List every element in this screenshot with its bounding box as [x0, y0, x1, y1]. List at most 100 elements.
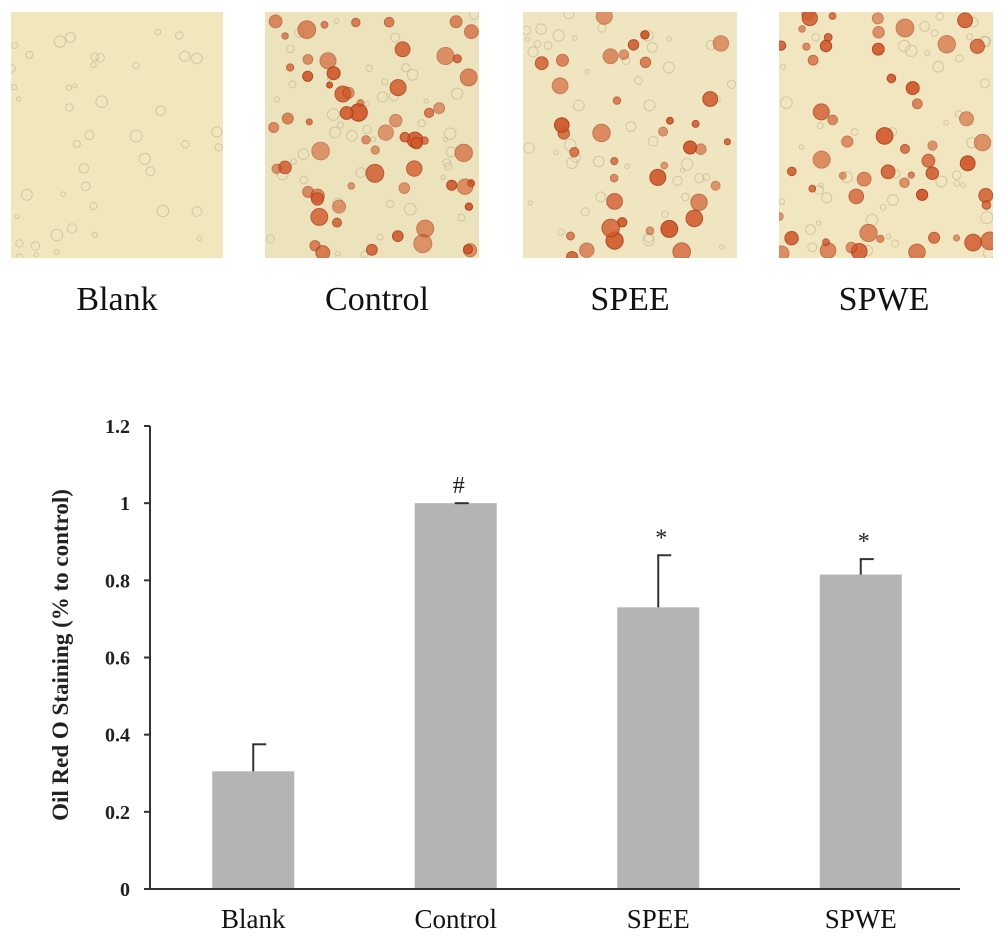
lipid-droplet [645, 226, 655, 235]
cell-outline [779, 63, 786, 70]
cell-outline [53, 248, 60, 255]
cell-outline [879, 203, 887, 211]
cell-outline [72, 83, 78, 89]
lipid-droplet [779, 212, 784, 221]
lipid-droplet [609, 173, 619, 183]
cell-outline [286, 44, 295, 54]
micrograph-spee-cells [523, 12, 737, 258]
micrograph-blank: Blank [11, 12, 223, 318]
cell-outline [966, 33, 974, 41]
bar-spwe [819, 574, 902, 889]
cell-outline [80, 181, 91, 192]
cell-outline [196, 235, 203, 242]
cell-outline [179, 50, 191, 62]
cell-outline [662, 61, 675, 74]
micrograph-control-cells [265, 12, 479, 258]
lipid-droplet [268, 122, 280, 133]
cell-outline [11, 64, 16, 73]
cell-outline [90, 52, 100, 62]
cell-outline [898, 39, 911, 53]
lipid-droplet [908, 243, 926, 258]
lipid-droplet [320, 20, 329, 29]
cell-outline [25, 50, 34, 59]
cell-outline [527, 46, 539, 58]
lipid-droplet [928, 231, 941, 244]
cell-outline [290, 158, 297, 165]
cell-outline [191, 206, 203, 217]
cell-outline [535, 23, 547, 35]
cell-outline [336, 121, 344, 129]
cell-outline [365, 64, 373, 73]
cell-outline [850, 128, 859, 136]
bar-control [414, 503, 497, 889]
lipid-droplet [798, 25, 806, 33]
cell-outline [592, 155, 605, 168]
lipid-droplet [383, 16, 395, 28]
lipid-droplet [702, 91, 719, 107]
lipid-droplet [812, 150, 831, 169]
lipid-droplet [456, 178, 474, 195]
y-ticks: 0 0.2 0.4 0.6 0.8 1 1.2 [105, 416, 150, 901]
y-tick-label: 0.4 [105, 725, 130, 747]
cell-outline [21, 188, 33, 201]
y-tick-label: 1 [120, 493, 130, 515]
y-tick-label: 1.2 [105, 416, 130, 438]
lipid-droplet [723, 138, 732, 146]
cell-outline [523, 142, 535, 154]
lipid-droplet [784, 231, 799, 246]
cell-outline [33, 252, 39, 258]
cell-outline [672, 175, 683, 186]
cell-outline [333, 18, 340, 25]
lipid-droplet [310, 208, 329, 226]
cell-outline [719, 244, 725, 250]
lipid-droplet [332, 199, 347, 214]
lipid-droplet [302, 70, 314, 82]
lipid-droplet [554, 117, 570, 133]
lipid-droplet [310, 192, 325, 206]
cell-outline [211, 126, 223, 138]
cell-outline [625, 121, 637, 132]
cell-outline [15, 239, 24, 248]
lipid-droplet [302, 54, 314, 65]
lipid-droplet [779, 245, 790, 258]
cell-outline [11, 84, 18, 91]
lipid-droplet [886, 73, 897, 84]
lipid-droplet [351, 17, 361, 28]
micrograph-spee: SPEE [523, 12, 737, 318]
cell-outline [297, 148, 310, 160]
cell-outline [924, 50, 931, 57]
lipid-droplet [398, 182, 411, 194]
lipid-droplet [305, 118, 313, 126]
lipid-droplet [640, 30, 650, 40]
lipid-droplet [446, 179, 458, 191]
cell-outline [403, 202, 417, 216]
micrograph-label-blank: Blank [76, 281, 157, 318]
lipid-droplet [464, 202, 474, 211]
bars [212, 503, 902, 889]
lipid-droplet [969, 38, 986, 54]
cell-outline [935, 175, 948, 188]
cell-outline [265, 234, 275, 244]
lipid-droplet [712, 35, 730, 52]
lipid-droplet [660, 161, 669, 170]
lipid-droplet [828, 12, 837, 20]
lipid-droplet [900, 143, 910, 154]
cell-outline [346, 129, 358, 142]
cell-outline [95, 95, 108, 108]
x-tick-label-control: Control [414, 904, 497, 934]
error-bars [252, 502, 874, 772]
lipid-droplet [627, 39, 640, 51]
lipid-droplet [297, 20, 317, 40]
cell-outline [381, 78, 389, 86]
micrograph-label-spwe: SPWE [839, 281, 930, 318]
cell-outline [390, 32, 401, 43]
lipid-droplet [856, 171, 872, 187]
lipid-droplet [710, 180, 721, 191]
lipid-droplet [905, 81, 920, 96]
lipid-droplet [875, 127, 894, 145]
lipid-droplet [392, 230, 404, 242]
cell-outline [681, 192, 690, 202]
lipid-droplet [347, 182, 356, 190]
cell-outline [386, 199, 395, 208]
